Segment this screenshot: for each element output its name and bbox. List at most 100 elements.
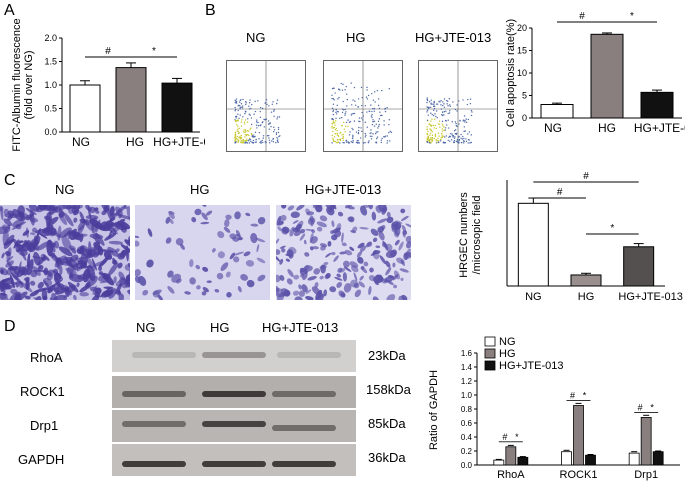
flow-dot [341, 137, 343, 140]
flow-dot [437, 123, 439, 125]
cell-mark [6, 247, 12, 262]
flow-dot [244, 136, 246, 138]
flow-dot [235, 115, 238, 118]
y-tick-label: 0 [522, 113, 527, 123]
flow-dot [431, 137, 434, 139]
flow-dot [466, 103, 469, 106]
cell-mark [25, 207, 37, 215]
cell-mark [359, 227, 369, 230]
flow-dot [257, 121, 259, 124]
flow-dot [254, 110, 257, 113]
cell-mark [25, 227, 29, 238]
flow-dot [469, 98, 472, 100]
flow-dot [467, 118, 470, 121]
cell-mark [396, 257, 405, 264]
flow-dot [428, 142, 431, 144]
flow-dot [250, 140, 252, 142]
flow-dot [361, 119, 364, 121]
protein-band [202, 461, 266, 467]
flow-dot [375, 142, 378, 144]
flow-dot [241, 107, 244, 109]
flow-plot-hgjte [418, 60, 498, 152]
cell-mark [104, 232, 117, 241]
flow-dot [377, 127, 379, 129]
flow-dot [386, 107, 388, 109]
flow-dot [389, 140, 391, 142]
flow-dot [234, 108, 237, 111]
cell-mark [165, 216, 171, 224]
flow-dot [259, 106, 262, 109]
flow-dot [467, 138, 470, 141]
flow-dot [372, 121, 374, 123]
cell-mark [201, 212, 208, 221]
cell-mark [127, 262, 130, 268]
flow-dot [256, 119, 258, 121]
cell-mark [115, 205, 127, 215]
flow-dot [249, 137, 251, 140]
cell-mark [121, 219, 125, 231]
flow-dot [441, 120, 444, 123]
flow-dot [470, 141, 473, 144]
flow-dot [276, 116, 279, 118]
cell-mark [386, 294, 396, 300]
flow-dot [342, 135, 344, 138]
flow-dot [342, 121, 345, 124]
cell-mark [65, 205, 72, 210]
cell-mark [276, 249, 281, 255]
flow-dot [346, 98, 349, 101]
flow-dot [336, 139, 339, 141]
cell-mark [305, 295, 314, 300]
cell-mark [377, 218, 388, 224]
y-tick-label: 0.4 [461, 433, 473, 442]
cell-mark [373, 251, 380, 260]
cell-mark [373, 275, 384, 284]
flow-dot [258, 138, 260, 140]
cell-mark [372, 296, 379, 300]
cell-mark [30, 232, 36, 236]
flow-dot [456, 104, 458, 106]
cell-mark [220, 262, 229, 272]
cell-mark [167, 270, 174, 278]
cell-mark [0, 226, 11, 235]
flow-dot [347, 142, 350, 144]
micro-title-ng: NG [55, 182, 75, 197]
flow-dot [370, 104, 372, 106]
flow-dot [242, 139, 244, 142]
flow-dot [342, 139, 344, 142]
flow-dot [469, 142, 471, 144]
flow-dot [373, 108, 375, 110]
y-tick-label: 1.4 [461, 363, 473, 372]
flow-dot [245, 141, 247, 143]
x-tick-label: ROCK1 [560, 469, 598, 481]
flow-dot [342, 137, 345, 139]
cell-mark [1, 252, 5, 259]
flow-dot [331, 94, 333, 96]
cell-mark [214, 288, 220, 293]
bar-hg+jte-013 [623, 246, 655, 287]
flow-dot [365, 96, 368, 98]
y-axis-label: HRGEC numbers [458, 192, 470, 278]
flow-dot [441, 111, 444, 114]
flow-dot [266, 103, 268, 106]
y-axis-label: (fold over NG) [23, 50, 35, 119]
flow-dot [352, 139, 354, 142]
cell-mark [363, 261, 369, 267]
flow-dot [239, 108, 241, 110]
cell-mark [101, 290, 110, 298]
flow-dot [459, 120, 461, 122]
cell-mark [23, 239, 28, 245]
flow-dot [278, 135, 280, 138]
cell-mark [312, 205, 318, 209]
flow-dot [250, 107, 252, 110]
flow-dot [470, 109, 473, 112]
flow-dot [374, 101, 376, 103]
cell-mark [237, 236, 243, 241]
cell-mark [395, 220, 403, 224]
flow-dot [388, 131, 390, 134]
cell-mark [63, 212, 74, 227]
cell-mark [276, 253, 281, 262]
flow-dot [349, 131, 351, 133]
western-blot-image [112, 340, 356, 476]
x-tick-label: RhoA [497, 469, 525, 481]
cell-mark [392, 274, 399, 281]
